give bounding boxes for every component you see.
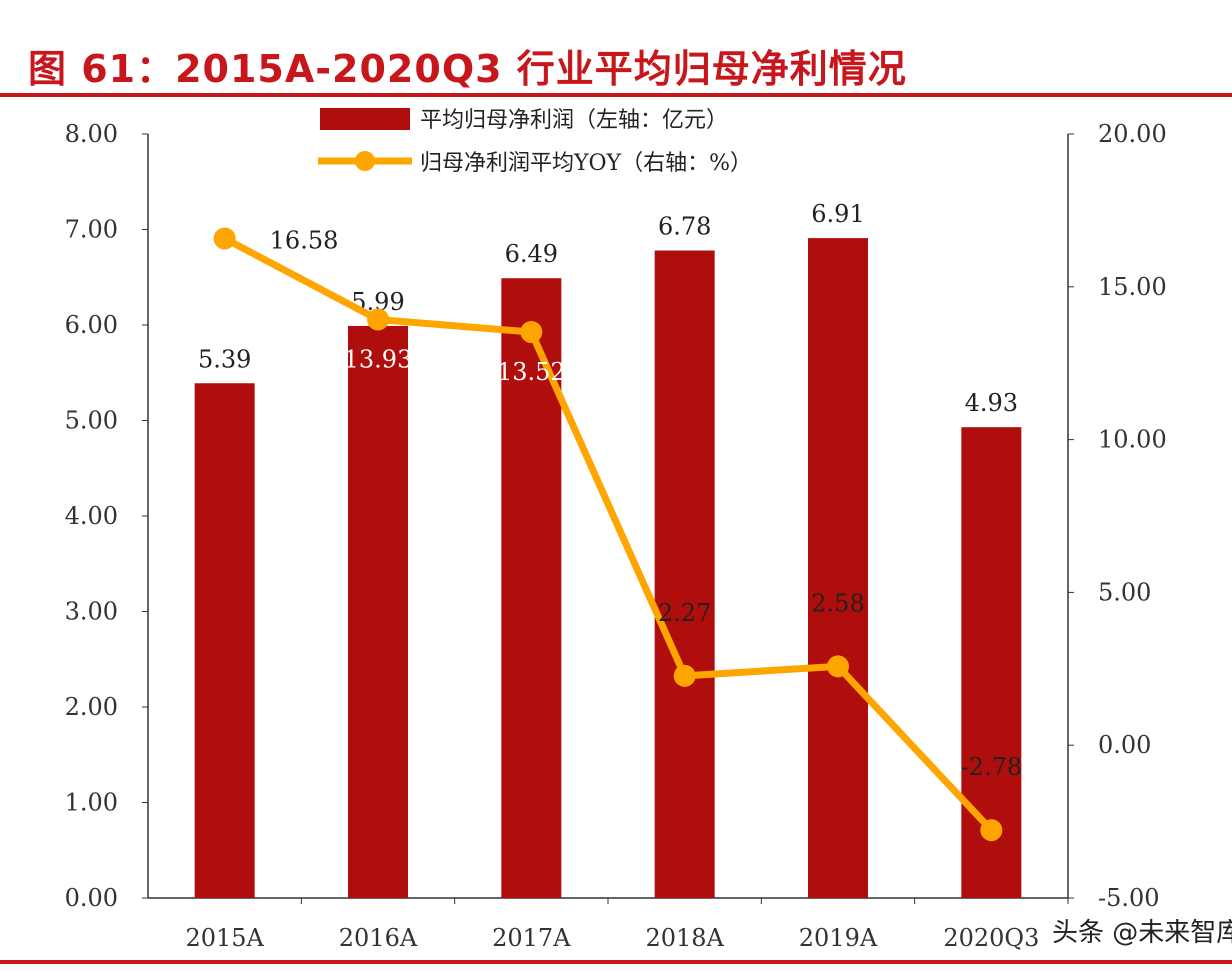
bar bbox=[194, 383, 255, 898]
yoy-data-label: -2.78 bbox=[961, 753, 1023, 781]
left-tick-label: 3.00 bbox=[65, 598, 118, 626]
yoy-point bbox=[213, 227, 236, 250]
legend-bar-label: 平均归母净利润（左轴：亿元） bbox=[420, 108, 728, 133]
left-tick-label: 4.00 bbox=[65, 502, 118, 530]
left-tick-label: 6.00 bbox=[65, 311, 118, 339]
bar-data-label: 4.93 bbox=[965, 389, 1018, 417]
bar bbox=[808, 238, 868, 899]
right-tick-label: 15.00 bbox=[1098, 273, 1167, 301]
x-tick-label: 2015A bbox=[185, 924, 264, 952]
yoy-line bbox=[223, 235, 994, 833]
watermark: 头条 @未来智库 bbox=[1052, 918, 1232, 948]
bar-data-label: 6.49 bbox=[505, 240, 558, 268]
yoy-data-label: 16.58 bbox=[270, 227, 339, 255]
legend-line-marker bbox=[355, 151, 375, 171]
yoy-data-label: 2.58 bbox=[811, 589, 864, 617]
x-tick-label: 2016A bbox=[339, 924, 418, 952]
title-divider bbox=[0, 93, 1232, 97]
bar bbox=[348, 325, 408, 899]
bottom-divider bbox=[0, 960, 1232, 964]
bar-data-label: 6.91 bbox=[811, 200, 864, 228]
yoy-data-label: 13.52 bbox=[497, 358, 566, 386]
yoy-data-label: 13.93 bbox=[344, 345, 413, 373]
x-tick-label: 2019A bbox=[799, 924, 878, 952]
yoy-point bbox=[980, 819, 1003, 842]
left-tick-label: 0.00 bbox=[65, 884, 118, 912]
right-tick-label: 0.00 bbox=[1098, 731, 1151, 759]
right-tick-label: 5.00 bbox=[1098, 578, 1151, 606]
x-tick-label: 2017A bbox=[492, 924, 571, 952]
left-tick-label: 2.00 bbox=[65, 693, 118, 721]
left-tick-label: 1.00 bbox=[65, 789, 118, 817]
right-tick-label: 10.00 bbox=[1098, 426, 1167, 454]
legend-bar-swatch bbox=[320, 108, 410, 130]
yoy-point bbox=[520, 321, 543, 344]
yoy-point bbox=[367, 308, 389, 331]
yoy-point bbox=[827, 655, 849, 678]
right-tick-label: 20.00 bbox=[1098, 120, 1167, 148]
left-tick-label: 8.00 bbox=[65, 120, 118, 148]
bar bbox=[654, 250, 715, 898]
chart-title: 图 61：2015A-2020Q3 行业平均归母净利情况 bbox=[28, 47, 907, 91]
yoy-data-label: 2.27 bbox=[658, 599, 711, 627]
right-tick-label: -5.00 bbox=[1098, 884, 1160, 912]
left-tick-label: 7.00 bbox=[65, 216, 118, 244]
bar-data-label: 6.78 bbox=[658, 213, 711, 241]
yoy-point bbox=[673, 664, 696, 687]
legend-line-label: 归母净利润平均YOY（右轴：%） bbox=[420, 151, 752, 176]
x-tick-label: 2020Q3 bbox=[943, 924, 1039, 952]
left-tick-label: 5.00 bbox=[65, 407, 118, 435]
x-tick-label: 2018A bbox=[645, 924, 724, 952]
bar-data-label: 5.39 bbox=[198, 345, 251, 373]
